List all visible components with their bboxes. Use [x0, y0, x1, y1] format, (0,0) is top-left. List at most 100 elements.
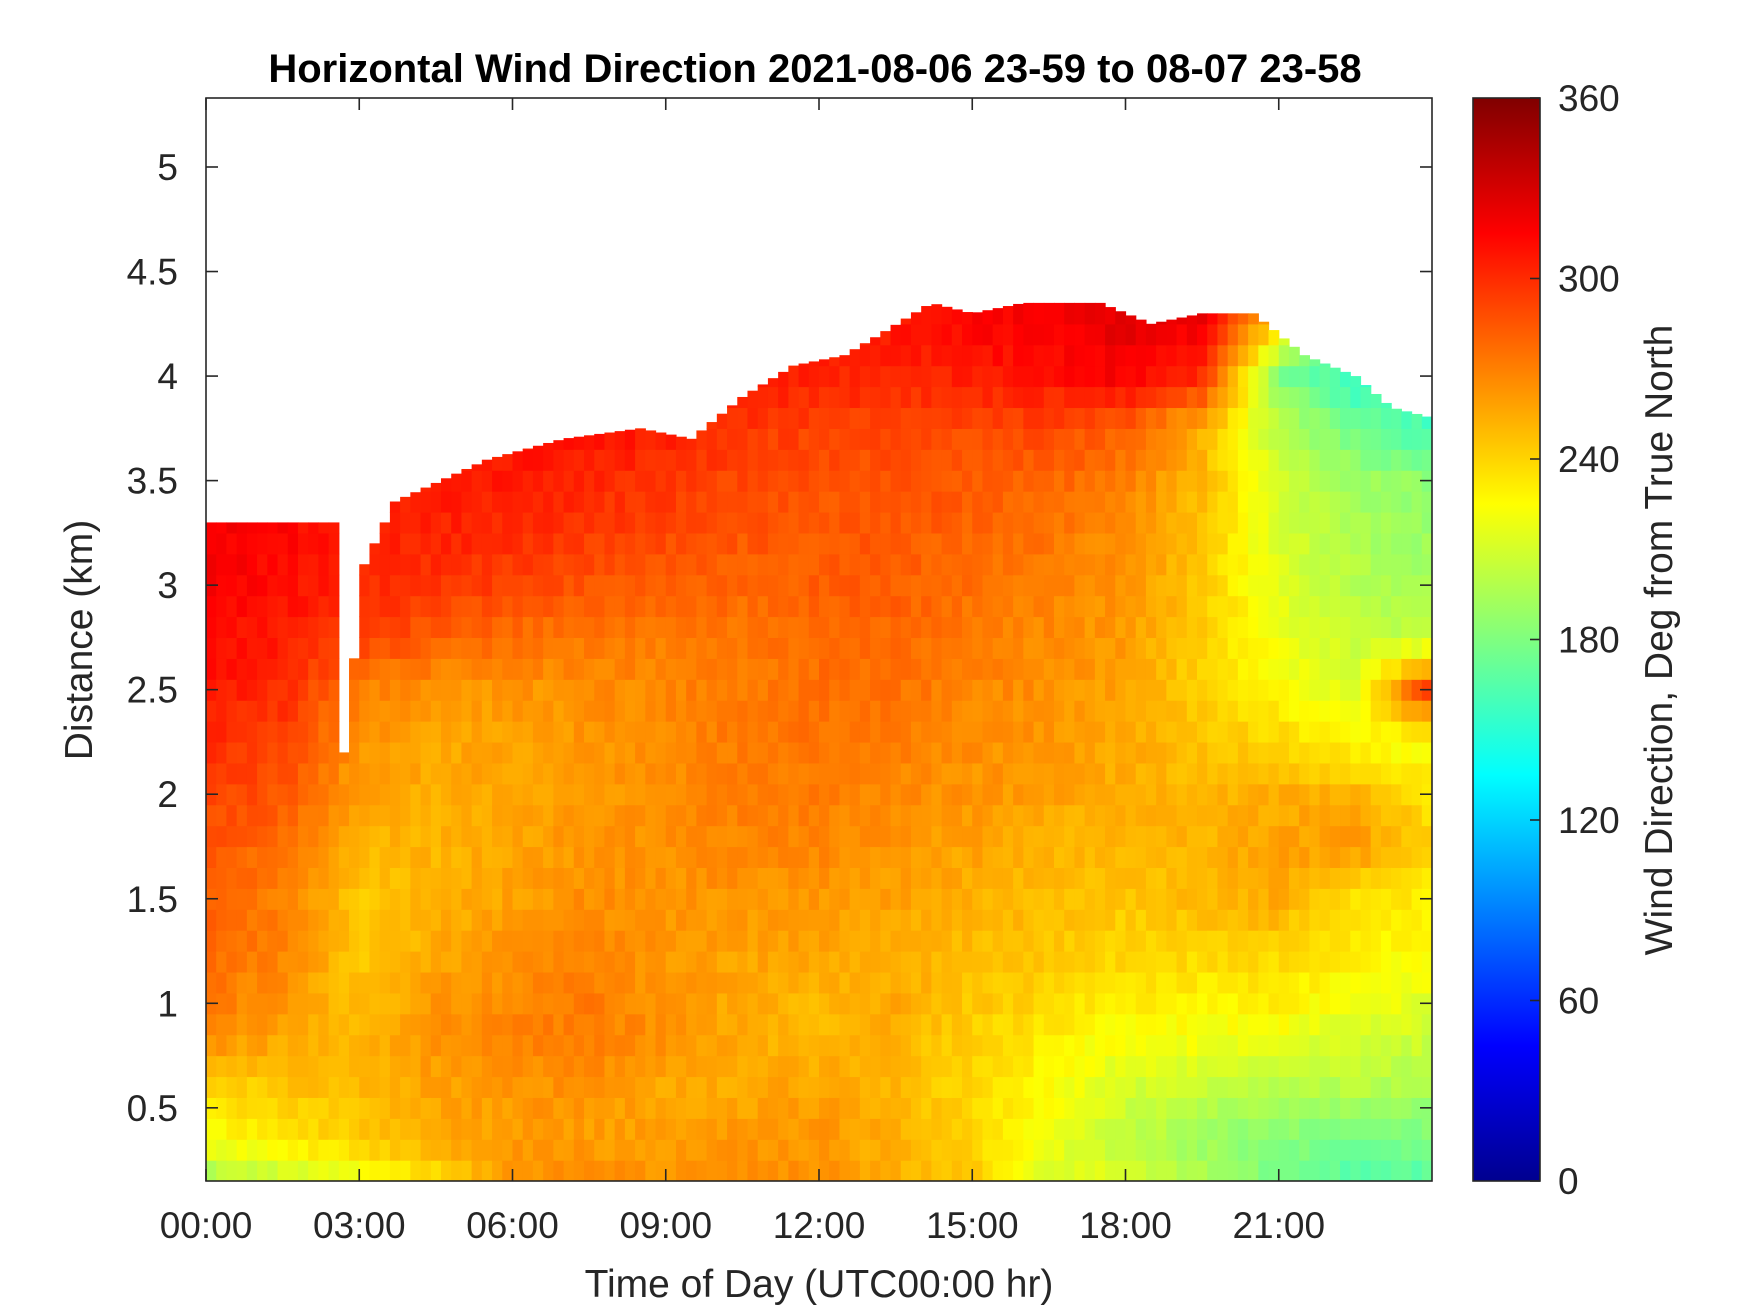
heatmap-cell	[1360, 762, 1372, 785]
heatmap-cell	[849, 992, 861, 1015]
heatmap-cell	[512, 658, 524, 680]
heatmap-cell	[1125, 1097, 1137, 1119]
heatmap-cell	[1401, 700, 1413, 722]
heatmap-cell	[430, 1139, 442, 1161]
heatmap-cell	[890, 825, 902, 848]
heatmap-cell	[297, 783, 309, 806]
heatmap-cell	[440, 478, 452, 492]
heatmap-cell	[951, 1097, 963, 1119]
heatmap-cell	[379, 762, 391, 785]
heatmap-cell	[921, 1034, 932, 1057]
heatmap-cell	[584, 435, 595, 450]
heatmap-cell	[910, 1160, 922, 1181]
heatmap-cell	[553, 532, 565, 555]
heatmap-cell	[1237, 1118, 1249, 1140]
heatmap-cell	[686, 595, 697, 618]
heatmap-cell	[440, 804, 452, 827]
heatmap-cell	[1094, 553, 1106, 576]
heatmap-cell	[1411, 762, 1423, 785]
heatmap-cell	[778, 371, 789, 388]
heatmap-cell	[1145, 700, 1157, 722]
heatmap-cell	[1074, 971, 1086, 994]
heatmap-cell	[1370, 971, 1382, 994]
heatmap-cell	[1288, 930, 1300, 952]
heatmap-cell	[931, 992, 943, 1015]
heatmap-cell	[389, 951, 401, 973]
heatmap-cell	[1248, 658, 1259, 680]
heatmap-cell	[573, 449, 585, 471]
heatmap-cell	[481, 470, 493, 492]
heatmap-cell	[819, 783, 830, 806]
heatmap-cell	[604, 1055, 616, 1078]
heatmap-cell	[972, 909, 984, 931]
heatmap-cell	[614, 595, 626, 618]
heatmap-cell	[1002, 491, 1014, 513]
heatmap-cell	[563, 1118, 575, 1140]
heatmap-cell	[962, 992, 973, 1015]
heatmap-cell	[1115, 574, 1127, 597]
heatmap-cell	[941, 491, 953, 513]
heatmap-cell	[604, 700, 616, 722]
heatmap-cell	[696, 574, 708, 597]
heatmap-cell	[849, 616, 861, 639]
heatmap-cell	[1391, 511, 1402, 534]
heatmap-cell	[308, 522, 319, 534]
heatmap-cell	[1248, 616, 1259, 639]
heatmap-cell	[1237, 783, 1249, 806]
heatmap-cell	[1033, 1097, 1045, 1119]
heatmap-cell	[1186, 1118, 1198, 1140]
heatmap-cell	[992, 992, 1004, 1015]
heatmap-cell	[1053, 762, 1065, 785]
heatmap-cell	[236, 574, 248, 597]
heatmap-cell	[1237, 553, 1249, 576]
heatmap-cell	[819, 449, 830, 471]
heatmap-cell	[675, 951, 687, 973]
heatmap-cell	[716, 637, 728, 659]
heatmap-cell	[1278, 1097, 1290, 1119]
heatmap-cell	[951, 867, 963, 889]
heatmap-cell	[1278, 616, 1290, 639]
heatmap-cell	[747, 1055, 759, 1078]
heatmap-cell	[502, 846, 514, 868]
heatmap-cell	[972, 595, 984, 618]
heatmap-cell	[471, 741, 483, 764]
heatmap-cell	[972, 470, 984, 492]
heatmap-cell	[1197, 783, 1208, 806]
heatmap-cell	[1033, 992, 1045, 1015]
heatmap-cell	[645, 553, 657, 576]
heatmap-cell	[655, 1160, 667, 1181]
heatmap-cell	[1023, 616, 1035, 639]
heatmap-cell	[1186, 762, 1198, 785]
heatmap-cell	[440, 1055, 452, 1078]
heatmap-cell	[1227, 1139, 1239, 1161]
heatmap-cell	[1340, 658, 1351, 680]
heatmap-cell	[1268, 532, 1280, 555]
heatmap-cell	[798, 1160, 810, 1181]
heatmap-cell	[318, 951, 330, 973]
heatmap-cell	[349, 783, 360, 806]
heatmap-cell	[1043, 407, 1055, 429]
heatmap-cell	[1288, 449, 1300, 471]
heatmap-cell	[1299, 804, 1310, 827]
heatmap-cell	[829, 637, 841, 659]
heatmap-cell	[1084, 386, 1096, 409]
heatmap-cell	[328, 930, 340, 952]
heatmap-cell	[206, 553, 217, 576]
heatmap-cell	[727, 992, 738, 1015]
heatmap-cell	[890, 804, 902, 827]
heatmap-cell	[1156, 700, 1167, 722]
heatmap-cell	[788, 428, 800, 450]
heatmap-cell	[1319, 846, 1331, 868]
heatmap-cell	[1135, 846, 1147, 868]
heatmap-cell	[1176, 365, 1188, 388]
heatmap-cell	[532, 470, 544, 492]
heatmap-cell	[1340, 1013, 1351, 1036]
heatmap-cell	[1370, 1118, 1382, 1140]
heatmap-cell	[696, 430, 708, 450]
heatmap-cell	[461, 930, 473, 952]
heatmap-cell	[1023, 658, 1035, 680]
heatmap-cell	[573, 1034, 585, 1057]
heatmap-cell	[512, 971, 524, 994]
heatmap-cell	[1207, 909, 1219, 931]
heatmap-cell	[686, 637, 697, 659]
